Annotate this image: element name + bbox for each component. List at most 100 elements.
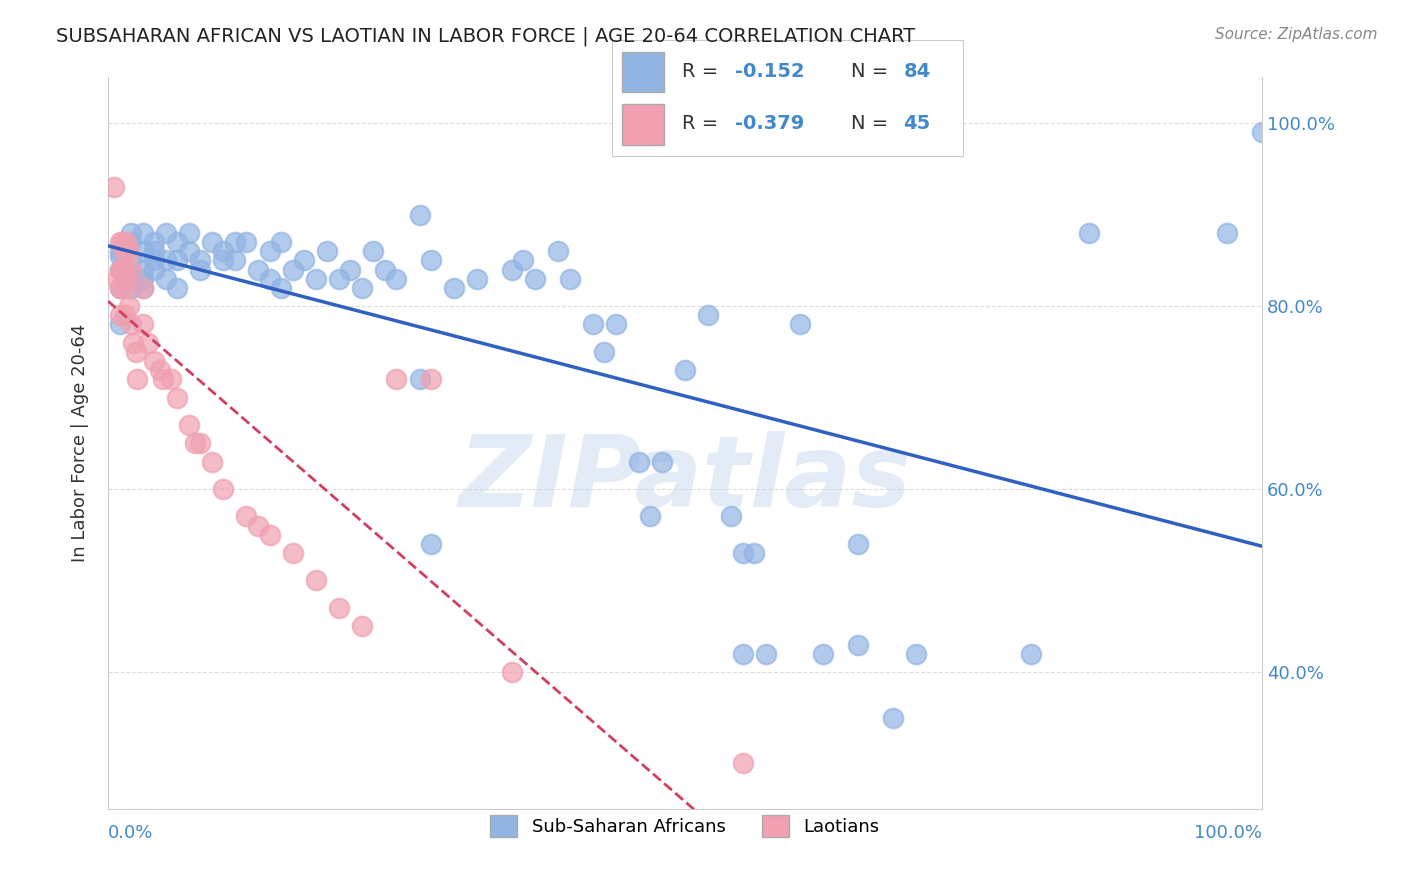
Point (125, 372, 148, 386)
Point (108, 235, 131, 249)
Point (374, 262, 396, 277)
Point (292, 253, 315, 268)
Point (420, 537, 443, 551)
Point (627, 454, 650, 468)
Point (731, 647, 754, 661)
Point (155, 226, 177, 240)
Point (212, 253, 235, 268)
Point (224, 253, 246, 268)
Point (235, 235, 257, 249)
Point (112, 281, 135, 295)
Text: N =: N = (851, 62, 887, 81)
Point (904, 647, 927, 661)
Point (363, 244, 385, 259)
Text: 84: 84 (904, 62, 931, 81)
Point (166, 281, 188, 295)
Point (523, 271, 546, 285)
Point (125, 344, 148, 359)
Point (108, 244, 131, 259)
Point (281, 262, 304, 277)
Point (120, 271, 142, 285)
Point (235, 509, 257, 524)
Point (246, 262, 269, 277)
Text: -0.152: -0.152 (734, 62, 804, 81)
Point (1251, 125, 1274, 139)
Point (443, 281, 465, 295)
Point (143, 262, 166, 277)
Point (547, 244, 569, 259)
Point (120, 281, 142, 295)
Point (789, 318, 811, 332)
Point (305, 271, 328, 285)
Point (131, 226, 153, 240)
Text: Source: ZipAtlas.com: Source: ZipAtlas.com (1215, 27, 1378, 42)
Point (155, 253, 177, 268)
Point (651, 454, 673, 468)
Point (115, 235, 138, 249)
Point (120, 253, 142, 268)
Point (118, 244, 141, 259)
Point (270, 281, 292, 295)
Point (281, 546, 304, 560)
Point (1019, 647, 1042, 661)
Point (108, 262, 131, 277)
Point (201, 454, 224, 468)
Point (188, 253, 211, 268)
FancyBboxPatch shape (621, 52, 665, 93)
Point (108, 281, 131, 295)
Point (112, 244, 135, 259)
Point (111, 235, 134, 249)
Point (673, 363, 696, 377)
Point (160, 372, 183, 386)
Point (120, 262, 142, 277)
Point (731, 756, 754, 771)
Text: 45: 45 (904, 114, 931, 133)
Point (131, 244, 153, 259)
Point (108, 281, 131, 295)
Point (177, 417, 200, 432)
Point (201, 235, 224, 249)
Point (108, 262, 131, 277)
Point (131, 281, 153, 295)
Point (188, 436, 211, 450)
Point (108, 308, 131, 322)
Point (501, 262, 523, 277)
Point (1077, 226, 1099, 240)
Point (720, 509, 742, 524)
Text: N =: N = (851, 114, 887, 133)
Point (149, 363, 172, 377)
Point (846, 537, 869, 551)
Point (813, 647, 835, 661)
Point (108, 318, 131, 332)
Point (420, 372, 443, 386)
Point (582, 318, 605, 332)
Point (259, 244, 281, 259)
Point (512, 253, 534, 268)
Point (111, 262, 134, 277)
Text: R =: R = (682, 114, 718, 133)
Point (385, 271, 408, 285)
Text: -0.379: -0.379 (734, 114, 804, 133)
Point (501, 665, 523, 679)
Point (408, 372, 430, 386)
Point (183, 436, 205, 450)
Point (350, 281, 373, 295)
Point (259, 527, 281, 541)
Point (152, 372, 174, 386)
Point (138, 335, 160, 350)
Point (882, 711, 904, 725)
Point (112, 262, 135, 277)
Point (115, 271, 138, 285)
Point (143, 244, 166, 259)
Point (605, 318, 627, 332)
Text: 0.0%: 0.0% (108, 824, 153, 842)
Text: ZIPatlas: ZIPatlas (458, 432, 911, 528)
Point (385, 372, 408, 386)
Point (212, 482, 235, 496)
Point (143, 253, 166, 268)
Point (120, 235, 142, 249)
Point (131, 281, 153, 295)
Point (120, 318, 142, 332)
Point (105, 271, 128, 285)
Point (155, 271, 177, 285)
